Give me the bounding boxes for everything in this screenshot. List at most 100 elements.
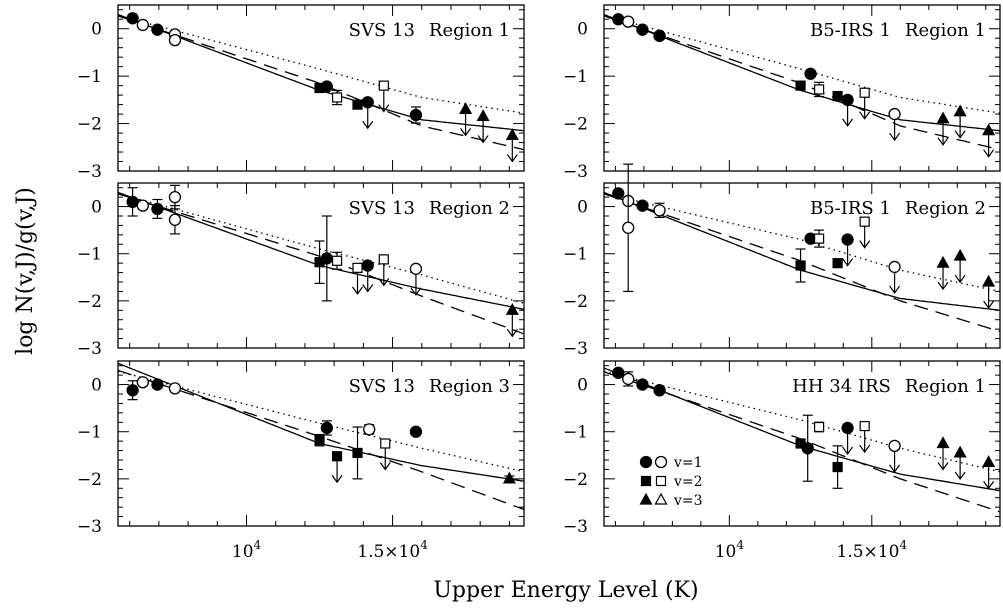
y-tick-label: −3 — [77, 517, 102, 537]
data-point-circle — [622, 15, 635, 28]
y-tick-label: −1 — [77, 423, 102, 443]
data-point-circle — [136, 18, 149, 32]
data-point-circle — [361, 259, 374, 272]
legend-label: v=3 — [673, 493, 703, 509]
upper-limit-arrowhead — [983, 149, 995, 158]
y-tick-label: 0 — [577, 198, 588, 218]
upper-limit-arrowhead — [937, 137, 949, 146]
data-point — [168, 184, 182, 210]
panel-middle-left: 0 −1 −2 −3 SVS 13 Region 2 — [77, 182, 525, 359]
panel-region: Region 1 — [429, 20, 510, 41]
data-point-circle — [888, 439, 901, 453]
data-point — [982, 274, 996, 310]
data-point — [168, 382, 182, 395]
legend-label: v=1 — [673, 455, 703, 471]
data-point — [168, 33, 182, 47]
upper-limit-arrowhead — [937, 462, 949, 471]
data-point-square — [832, 90, 843, 102]
data-point — [459, 102, 473, 137]
y-tick-label: −1 — [77, 245, 102, 265]
data-point-circle — [363, 423, 376, 436]
model-curve-dotted — [118, 370, 524, 473]
data-point — [151, 378, 164, 391]
panel-region: Region 2 — [905, 198, 986, 219]
y-tick-label: 0 — [91, 198, 102, 218]
data-point-square — [640, 475, 652, 487]
data-point-circle — [126, 384, 139, 397]
data-point — [314, 433, 325, 447]
data-point — [888, 260, 901, 294]
data-point — [841, 233, 854, 267]
upper-limit-arrowhead — [842, 118, 854, 127]
upper-limit-arrowhead — [460, 127, 472, 137]
data-point — [653, 29, 666, 42]
data-point-circle — [612, 187, 625, 200]
y-tick-label: −3 — [77, 162, 102, 182]
plot-frame — [603, 4, 1001, 172]
panel-region: Region 1 — [905, 20, 986, 41]
data-point — [612, 13, 625, 26]
y-tick-label: 0 — [577, 376, 588, 396]
data-point — [636, 378, 649, 391]
data-point — [953, 445, 967, 480]
data-point-circle — [168, 33, 182, 47]
data-point-triangle — [505, 128, 519, 141]
data-point — [832, 90, 843, 102]
data-point-triangle — [936, 255, 950, 268]
upper-limit-arrowhead — [889, 285, 901, 294]
upper-limit-arrowhead — [954, 130, 966, 139]
data-point-circle — [151, 23, 164, 36]
data-point-square — [859, 420, 870, 432]
data-point-square — [813, 233, 825, 244]
data-point-circle — [653, 384, 666, 397]
y-tick-label: −2 — [77, 292, 102, 312]
data-point-square — [813, 421, 825, 433]
data-point-circle — [804, 67, 817, 80]
data-point-square — [859, 216, 870, 227]
data-point-triangle — [639, 492, 653, 505]
y-tick-label: −2 — [563, 292, 588, 312]
data-point-circle — [409, 425, 423, 438]
data-point — [622, 15, 635, 28]
data-point — [622, 163, 635, 293]
panel-region: Region 2 — [429, 198, 510, 219]
plot-frame — [117, 4, 525, 172]
data-point-triangle — [936, 436, 950, 449]
data-point — [653, 384, 666, 397]
panel-source: HH 34 IRS — [792, 376, 891, 397]
x-tick-exponent: 4 — [254, 538, 262, 552]
data-point-triangle — [936, 111, 950, 124]
data-point-circle — [888, 107, 901, 121]
model-curve-dashed — [118, 193, 524, 335]
model-curve-solid — [604, 191, 1000, 311]
upper-limit-arrowhead — [937, 281, 949, 291]
data-point-square — [352, 262, 363, 273]
data-point — [859, 420, 871, 454]
data-point — [136, 376, 149, 389]
upper-limit-arrowhead — [859, 444, 871, 454]
data-point-triangle — [502, 471, 516, 484]
panel-label: SVS 13 Region 3 — [349, 376, 510, 397]
upper-limit-arrowhead — [842, 258, 854, 267]
x-tick-label: 104 — [232, 538, 262, 562]
data-point — [409, 106, 423, 124]
y-tick-label: −1 — [77, 67, 102, 87]
data-point — [859, 216, 871, 249]
data-point — [841, 93, 854, 127]
data-point-triangle — [953, 248, 967, 261]
data-point-triangle — [953, 104, 967, 117]
panel-label: SVS 13 Region 2 — [349, 198, 510, 219]
data-point — [126, 187, 139, 217]
data-point-circle — [801, 442, 814, 455]
data-point — [841, 421, 854, 455]
x-tick-mantissa: 1.5×10 — [357, 542, 420, 562]
data-point-circle — [888, 260, 901, 274]
data-point-circle — [136, 376, 149, 389]
data-point-square — [331, 255, 343, 266]
y-tick-label: −3 — [563, 162, 588, 182]
upper-limit-arrowhead — [954, 274, 966, 284]
x-tick-exponent: 4 — [899, 538, 907, 552]
data-point — [505, 303, 519, 338]
data-point — [636, 199, 649, 212]
